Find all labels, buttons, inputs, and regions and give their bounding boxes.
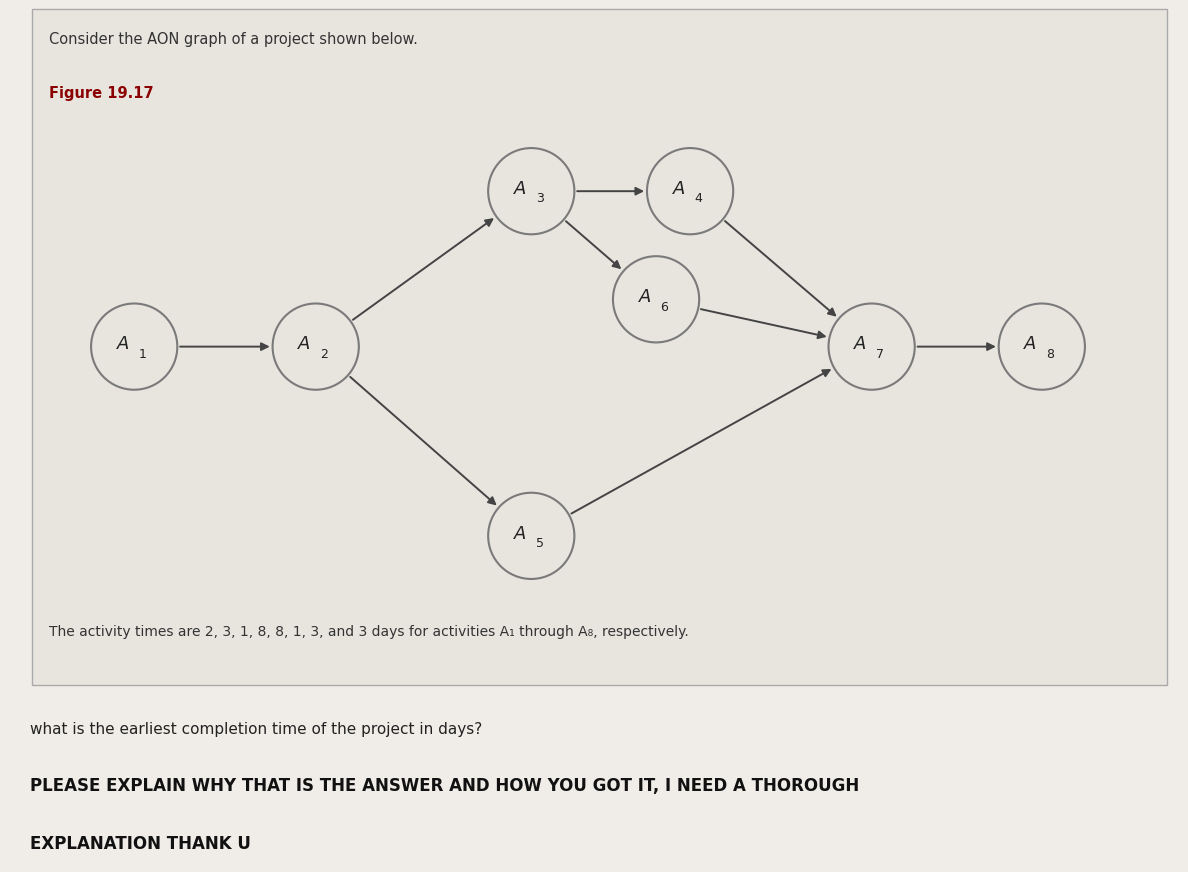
Text: 5: 5	[536, 537, 544, 550]
Text: A: A	[513, 180, 526, 198]
Ellipse shape	[828, 303, 915, 390]
Ellipse shape	[488, 148, 574, 235]
Text: 4: 4	[695, 193, 702, 206]
Text: EXPLANATION THANK U: EXPLANATION THANK U	[30, 835, 251, 854]
Text: 1: 1	[139, 348, 146, 361]
Text: A: A	[1024, 336, 1037, 353]
Ellipse shape	[613, 256, 700, 343]
Ellipse shape	[999, 303, 1085, 390]
Ellipse shape	[647, 148, 733, 235]
Text: A: A	[116, 336, 129, 353]
Text: The activity times are 2, 3, 1, 8, 8, 1, 3, and 3 days for activities A₁ through: The activity times are 2, 3, 1, 8, 8, 1,…	[49, 624, 689, 638]
Text: 7: 7	[876, 348, 884, 361]
Text: A: A	[513, 525, 526, 542]
Text: 3: 3	[536, 193, 543, 206]
Text: Consider the AON graph of a project shown below.: Consider the AON graph of a project show…	[49, 32, 418, 47]
Text: 6: 6	[661, 301, 669, 314]
Ellipse shape	[91, 303, 177, 390]
Text: A: A	[298, 336, 310, 353]
Text: 2: 2	[320, 348, 328, 361]
Text: Figure 19.17: Figure 19.17	[49, 86, 153, 101]
Text: 8: 8	[1047, 348, 1054, 361]
FancyBboxPatch shape	[32, 9, 1167, 685]
Text: what is the earliest completion time of the project in days?: what is the earliest completion time of …	[30, 722, 482, 737]
Text: A: A	[672, 180, 685, 198]
Text: PLEASE EXPLAIN WHY THAT IS THE ANSWER AND HOW YOU GOT IT, I NEED A THOROUGH: PLEASE EXPLAIN WHY THAT IS THE ANSWER AN…	[30, 777, 859, 794]
Ellipse shape	[488, 493, 574, 579]
Ellipse shape	[272, 303, 359, 390]
Text: A: A	[638, 288, 651, 306]
Text: A: A	[854, 336, 866, 353]
